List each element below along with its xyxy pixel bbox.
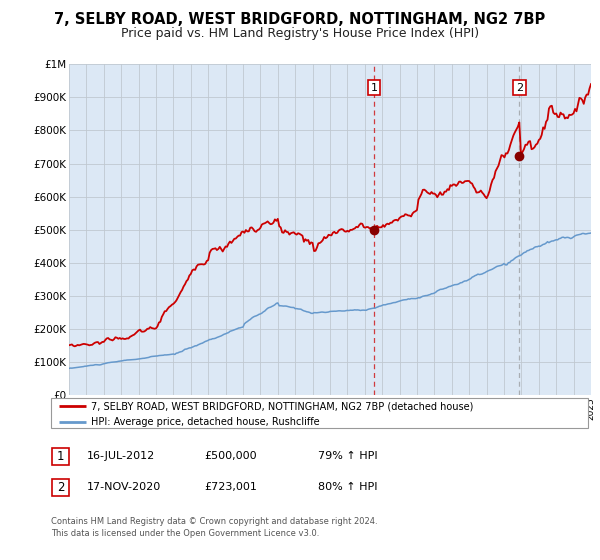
Text: £723,001: £723,001 <box>204 482 257 492</box>
FancyBboxPatch shape <box>52 479 69 496</box>
Text: HPI: Average price, detached house, Rushcliffe: HPI: Average price, detached house, Rush… <box>91 417 320 427</box>
Text: 79% ↑ HPI: 79% ↑ HPI <box>318 451 377 461</box>
FancyBboxPatch shape <box>52 448 69 465</box>
Text: 16-JUL-2012: 16-JUL-2012 <box>87 451 155 461</box>
Text: 80% ↑ HPI: 80% ↑ HPI <box>318 482 377 492</box>
Text: Contains HM Land Registry data © Crown copyright and database right 2024.: Contains HM Land Registry data © Crown c… <box>51 517 377 526</box>
Text: Price paid vs. HM Land Registry's House Price Index (HPI): Price paid vs. HM Land Registry's House … <box>121 27 479 40</box>
Text: £500,000: £500,000 <box>204 451 257 461</box>
Text: 1: 1 <box>57 450 64 463</box>
Text: 1: 1 <box>371 82 377 92</box>
Text: 2: 2 <box>57 480 64 494</box>
Text: 7, SELBY ROAD, WEST BRIDGFORD, NOTTINGHAM, NG2 7BP (detached house): 7, SELBY ROAD, WEST BRIDGFORD, NOTTINGHA… <box>91 401 473 411</box>
Text: 2: 2 <box>516 82 523 92</box>
Text: This data is licensed under the Open Government Licence v3.0.: This data is licensed under the Open Gov… <box>51 529 319 538</box>
FancyBboxPatch shape <box>51 398 588 428</box>
Text: 17-NOV-2020: 17-NOV-2020 <box>87 482 161 492</box>
Text: 7, SELBY ROAD, WEST BRIDGFORD, NOTTINGHAM, NG2 7BP: 7, SELBY ROAD, WEST BRIDGFORD, NOTTINGHA… <box>55 12 545 27</box>
